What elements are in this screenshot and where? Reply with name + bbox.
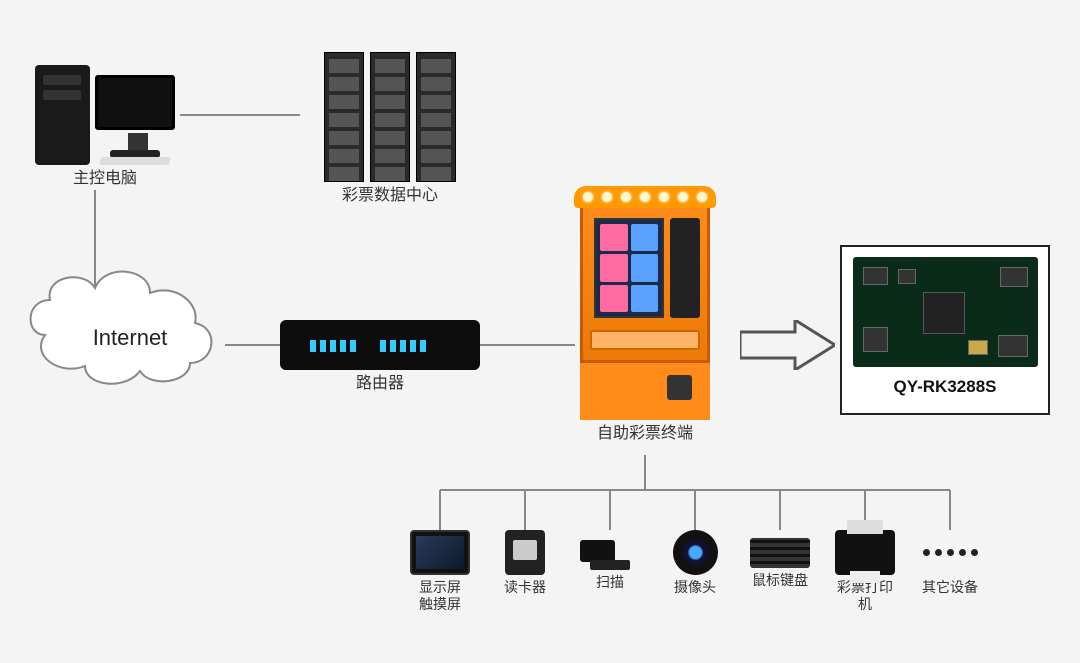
pc-icon (30, 65, 180, 165)
node-kiosk: 自助彩票终端 (570, 200, 720, 445)
datacenter-label: 彩票数据中心 (300, 186, 480, 207)
keyboard-icon (750, 538, 810, 568)
periph-display-label: 显示屏 触摸屏 (400, 579, 480, 613)
kiosk-icon (580, 200, 710, 420)
periph-keyboard: 鼠标键盘 (740, 530, 820, 589)
internet-label: Internet (30, 325, 230, 351)
node-datacenter: 彩票数据中心 (300, 52, 480, 207)
periph-other: 其它设备 (910, 530, 990, 596)
node-router: 路由器 (280, 320, 480, 395)
datacenter-icon (300, 52, 480, 182)
periph-cardreader: 读卡器 (485, 530, 565, 596)
printer-icon (835, 530, 895, 575)
router-label: 路由器 (280, 374, 480, 395)
camera-icon (673, 530, 718, 575)
scanner-icon (580, 540, 640, 570)
periph-other-label: 其它设备 (910, 579, 990, 596)
board-label: QY-RK3288S (894, 377, 997, 397)
display-icon (410, 530, 470, 575)
periph-print-label: 彩票打印 机 (825, 579, 905, 613)
periph-camera: 摄像头 (655, 530, 735, 596)
node-board: QY-RK3288S (840, 245, 1050, 415)
periph-scanner: 扫描 (570, 530, 650, 591)
ellipsis-icon (920, 530, 980, 575)
arrow-icon (740, 320, 835, 370)
kiosk-label: 自助彩票终端 (570, 424, 720, 445)
router-icon (280, 320, 480, 370)
periph-printer: 彩票打印 机 (825, 530, 905, 613)
cardreader-icon (505, 530, 545, 575)
periph-cam-label: 摄像头 (655, 579, 735, 596)
pc-label: 主控电脑 (30, 169, 180, 190)
periph-kb-label: 鼠标键盘 (740, 572, 820, 589)
periph-display: 显示屏 触摸屏 (400, 530, 480, 613)
board-icon (853, 257, 1038, 367)
periph-scan-label: 扫描 (570, 574, 650, 591)
node-host-pc: 主控电脑 (30, 65, 180, 190)
periph-card-label: 读卡器 (485, 579, 565, 596)
